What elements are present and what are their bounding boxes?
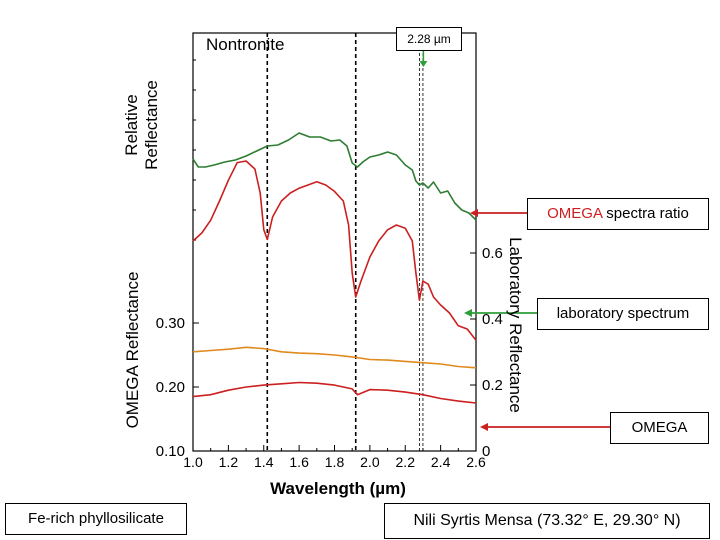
lab-ylabel: Laboratory Reflectance [506,237,525,413]
x-tick-label: 2.0 [360,454,380,470]
chart-title: Nontronite [206,35,284,54]
callout-laboratory-spectrum: laboratory spectrum [537,298,709,330]
x-tick-label: 2.6 [466,454,486,470]
spectrum-series-line [192,381,477,404]
series-group [192,132,477,404]
callout-omega: OMEGA [610,412,709,444]
x-tick-label: 1.6 [289,454,309,470]
x-tick-label: 1.4 [254,454,274,470]
omega-y-tick-label: 0.20 [156,379,185,396]
marker-annotation: 2.28 µm [396,27,462,51]
x-tick-label: 1.8 [325,454,345,470]
lab-y-tick-label: 0 [482,443,490,460]
omega-ylabel: OMEGA Reflectance [123,272,142,429]
x-axis-label: Wavelength (µm) [270,479,406,498]
lab-y-tick-label: 0.6 [482,245,503,262]
callout-omega-word: OMEGA [547,205,603,222]
relative-ylabel-line2: Reflectance [142,80,161,170]
spectrum-series-line [192,160,477,341]
relative-ylabel-line1: Relative [122,94,141,155]
x-tick-label: 1.2 [219,454,239,470]
x-tick-label: 1.0 [183,454,203,470]
omega-arrow-head [480,423,488,431]
callout-spectra-ratio-text: spectra ratio [602,205,689,222]
x-tick-label: 2.4 [431,454,451,470]
lab-y-tick-label: 0.4 [482,311,503,328]
footer-mineral-label: Fe-rich phyllosilicate [5,503,187,535]
x-tick-label: 2.2 [396,454,416,470]
spectrum-series-line [192,346,477,369]
omega-y-tick-label: 0.10 [156,443,185,460]
callout-omega-spectra-ratio: OMEGA spectra ratio [527,198,709,230]
laboratory-arrow-head [464,309,472,317]
lab-y-tick-label: 0.2 [482,377,503,394]
omega-ratio-arrow-head [470,209,478,217]
marker-arrow-head [419,61,428,67]
spectrum-series-line [192,132,477,221]
axes-group: 1.0 1.2 1.4 1.6 1.8 2.0 2.2 2.4 2.60.300.200.100… [156,32,503,470]
callout-arrows [464,209,610,431]
omega-y-tick-label: 0.30 [156,315,185,332]
footer-location-label: Nili Syrtis Mensa (73.32° E, 29.30° N) [384,503,710,539]
